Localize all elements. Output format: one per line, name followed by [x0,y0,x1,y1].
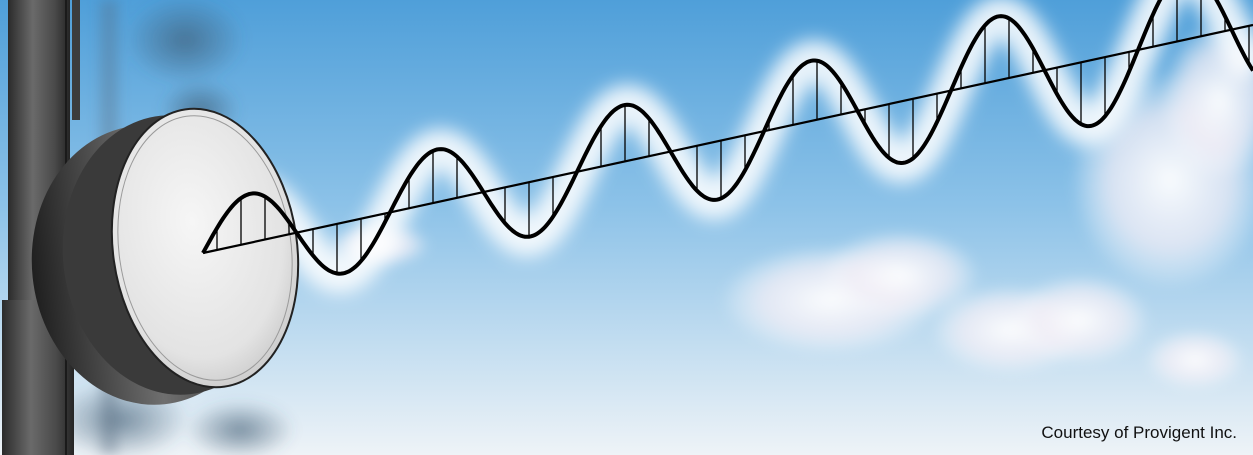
clouds [330,20,1253,390]
credit-caption: Courtesy of Provigent Inc. [1041,423,1237,442]
wave-hatching [216,0,1250,274]
dish-antenna [31,107,300,405]
propagation-axis [202,23,1253,255]
signal-wave [201,0,1253,276]
sine-wave [201,0,1253,276]
